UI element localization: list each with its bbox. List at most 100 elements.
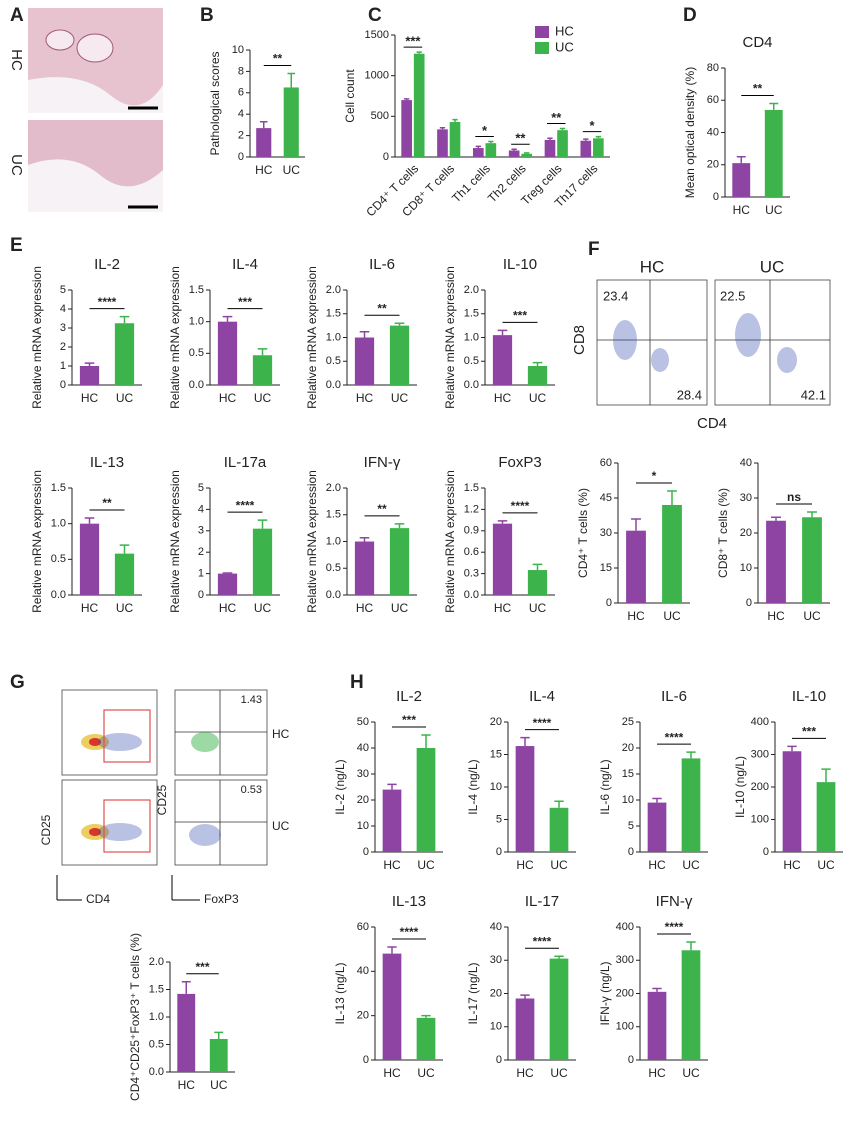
bar	[492, 335, 513, 385]
x-tick-label: UC	[550, 858, 568, 872]
y-tick-label: 500	[371, 110, 389, 122]
y-tick-label: 1500	[365, 29, 389, 41]
y-tick-label: 60	[707, 94, 719, 106]
x-tick-label: HC	[219, 601, 237, 615]
error-bar	[416, 51, 422, 54]
y-tick-label: 20	[357, 794, 369, 806]
y-tick-label: 30	[357, 768, 369, 780]
y-tick-label: 1	[198, 568, 204, 580]
chart-title: IFN-γ	[364, 454, 401, 471]
quadrant-value: 42.1	[801, 387, 826, 402]
y-tick-label: 1.5	[149, 983, 164, 995]
bar	[437, 129, 448, 157]
y-tick-label: 50	[357, 716, 369, 728]
bar	[647, 802, 667, 852]
error-bar	[488, 140, 494, 144]
x-tick-label: UC	[663, 609, 681, 623]
error-bar	[84, 362, 95, 366]
x-tick-label: UC	[254, 601, 272, 615]
bar	[416, 748, 436, 852]
x-tick-label: UC	[391, 601, 409, 615]
y-tick-label: 0	[363, 1054, 369, 1066]
x-tick-label: UC	[283, 163, 301, 177]
y-tick-label: 2	[198, 546, 204, 558]
error-bar	[667, 490, 677, 505]
error-bar	[595, 135, 602, 139]
y-tick-label: 2	[60, 341, 66, 353]
tissue-structure	[45, 29, 75, 51]
legend-label: HC	[555, 23, 574, 38]
axis-label: CD25	[39, 814, 53, 845]
significance-label: *	[482, 123, 488, 138]
x-tick-label: UC	[765, 203, 783, 217]
y-tick-label: 0	[496, 846, 502, 858]
significance-label: *	[590, 118, 596, 133]
y-tick-label: 20	[622, 742, 634, 754]
y-tick-label: 5	[628, 820, 634, 832]
error-bar	[421, 1014, 431, 1018]
flow-plot	[714, 279, 831, 406]
error-bar	[554, 800, 564, 808]
y-tick-label: 2.0	[326, 284, 341, 296]
bar	[79, 366, 100, 385]
gate	[103, 709, 151, 763]
y-tick-label: 0.9	[464, 525, 479, 537]
y-tick-label: 1.0	[189, 316, 204, 328]
error-bar	[214, 1031, 224, 1039]
error-bar	[452, 118, 458, 123]
x-tick-label: UC	[391, 391, 409, 405]
chart-title: IL-6	[369, 256, 395, 273]
y-tick-label: 0.5	[464, 355, 479, 367]
y-tick-label: 20	[490, 716, 502, 728]
y-tick-label: 1.0	[149, 1011, 164, 1023]
significance-label: **	[515, 131, 526, 146]
axis-label: CD4	[86, 892, 110, 906]
error-bar	[559, 127, 566, 131]
y-tick-label: 100	[616, 1021, 634, 1033]
y-tick-label: 0	[606, 597, 612, 609]
group-label: HC	[640, 257, 665, 276]
x-tick-label: HC	[178, 1078, 196, 1092]
x-tick-label: HC	[356, 391, 374, 405]
quadrant-value: 28.4	[677, 387, 702, 402]
error-bar	[631, 518, 641, 531]
error-bar	[222, 315, 233, 322]
significance-label: *	[652, 469, 657, 483]
significance-label: ****	[98, 295, 117, 309]
y-tick-label: 0	[713, 191, 719, 203]
bar	[354, 541, 375, 595]
y-tick-label: 40	[357, 742, 369, 754]
error-bar	[771, 516, 781, 521]
error-bar	[403, 98, 410, 101]
bar	[492, 523, 513, 595]
y-tick-label: 2.0	[326, 482, 341, 494]
axis-label: FoxP3	[204, 892, 239, 906]
y-tick-label: 3	[60, 322, 66, 334]
bar	[114, 323, 135, 385]
y-tick-label: 20	[490, 987, 502, 999]
significance-label: **	[377, 301, 387, 315]
error-bar	[686, 941, 696, 951]
bar	[515, 746, 535, 852]
bar	[647, 991, 667, 1060]
y-tick-label: 100	[751, 813, 769, 825]
bar	[802, 517, 822, 603]
gate-value: 1.43	[241, 694, 262, 706]
y-tick-label: 3	[198, 525, 204, 537]
bar	[256, 128, 272, 157]
chart-title: IL-10	[503, 256, 537, 273]
chart-title: IL-4	[232, 256, 258, 273]
y-tick-label: 0.5	[326, 355, 341, 367]
y-tick-label: 0	[496, 1054, 502, 1066]
y-tick-label: 0.0	[464, 379, 479, 391]
chart-title: CD4	[742, 34, 772, 51]
group-label: UC	[760, 257, 785, 276]
error-bar	[807, 511, 817, 518]
x-tick-label: HC	[494, 391, 512, 405]
error-bar	[439, 126, 446, 130]
error-bar	[524, 152, 530, 154]
group-label: HC	[272, 727, 290, 741]
error-bar	[520, 994, 530, 999]
chart-title: IL-13	[392, 893, 426, 910]
y-tick-label: 1.5	[189, 284, 204, 296]
